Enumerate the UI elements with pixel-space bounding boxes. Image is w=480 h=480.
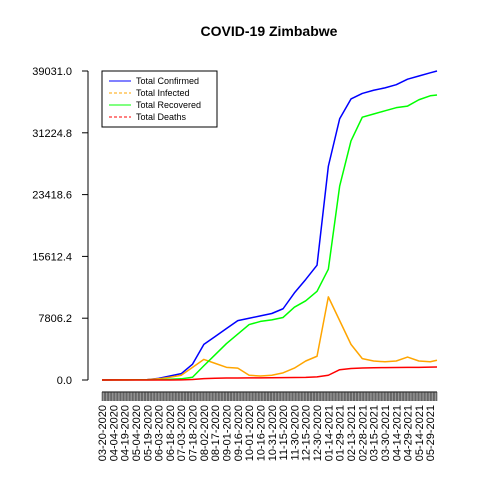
- x-tick-label: 10-31-2020: [267, 405, 279, 461]
- legend-label: Total Deaths: [136, 112, 187, 122]
- x-tick-label: 05-14-2021: [414, 405, 426, 461]
- y-tick-label: 0.0: [57, 375, 72, 387]
- x-tick-band: [101, 392, 438, 401]
- x-tick-label: 04-04-2020: [108, 405, 120, 461]
- x-tick-label: 02-13-2021: [346, 405, 358, 461]
- x-tick-label: 06-18-2020: [165, 405, 177, 461]
- x-tick-label: 11-15-2020: [278, 405, 290, 460]
- y-tick-label: 39031.0: [32, 66, 72, 78]
- x-tick-label: 08-17-2020: [210, 405, 222, 461]
- chart-title: COVID-19 Zimbabwe: [201, 23, 338, 39]
- x-tick-label: 06-03-2020: [154, 405, 166, 461]
- legend-box: [101, 70, 218, 128]
- x-tick-label: 04-29-2021: [403, 405, 415, 461]
- y-tick-label: 23418.6: [32, 190, 72, 202]
- series-lines: [101, 70, 438, 381]
- x-tick-label: 04-19-2020: [120, 405, 132, 461]
- x-tick-label: 12-15-2020: [301, 405, 313, 461]
- x-tick-label: 09-16-2020: [233, 405, 245, 461]
- x-tick-label: 10-16-2020: [255, 405, 267, 461]
- x-tick-label: 03-15-2021: [369, 405, 381, 461]
- legend-label: Total Confirmed: [136, 76, 199, 86]
- legend-label: Total Recovered: [136, 100, 201, 110]
- x-tick-label: 08-02-2020: [199, 405, 211, 461]
- legend: Total Confirmed Total Infected Total Recov…: [101, 70, 218, 128]
- x-axis: 03-20-2020 04-04-2020 04-19-2020 05-04-2020…: [97, 391, 438, 461]
- x-tick-label: 07-03-2020: [176, 405, 188, 461]
- series-line: [101, 94, 438, 381]
- x-tick-label: 05-04-2020: [131, 405, 143, 461]
- x-tick-label: 12-30-2020: [312, 405, 324, 461]
- x-tick-label: 10-01-2020: [244, 405, 256, 461]
- series-line: [101, 366, 438, 381]
- series-line: [101, 296, 438, 381]
- legend-label: Total Infected: [136, 88, 190, 98]
- x-tick-label: 07-18-2020: [188, 405, 200, 461]
- x-tick-label: 05-19-2020: [142, 405, 154, 461]
- x-tick-label: 09-01-2020: [221, 405, 233, 461]
- x-tick-label: 01-29-2021: [335, 405, 347, 461]
- x-tick-label: 05-29-2021: [425, 405, 437, 461]
- y-axis: 0.0 7806.2 15612.4 23418.6 31224.8 39031.0: [32, 66, 89, 387]
- x-tick-label: 01-14-2021: [323, 405, 335, 461]
- x-tick-label: 04-14-2021: [391, 405, 403, 461]
- x-tick-label: 02-28-2021: [357, 405, 369, 461]
- x-tick-label: 03-20-2020: [97, 405, 109, 461]
- y-tick-label: 15612.4: [32, 251, 72, 263]
- y-tick-label: 31224.8: [32, 128, 72, 140]
- y-tick-label: 7806.2: [38, 313, 72, 325]
- x-tick-label: 11-30-2020: [289, 405, 301, 460]
- x-tick-label: 03-30-2021: [380, 405, 392, 461]
